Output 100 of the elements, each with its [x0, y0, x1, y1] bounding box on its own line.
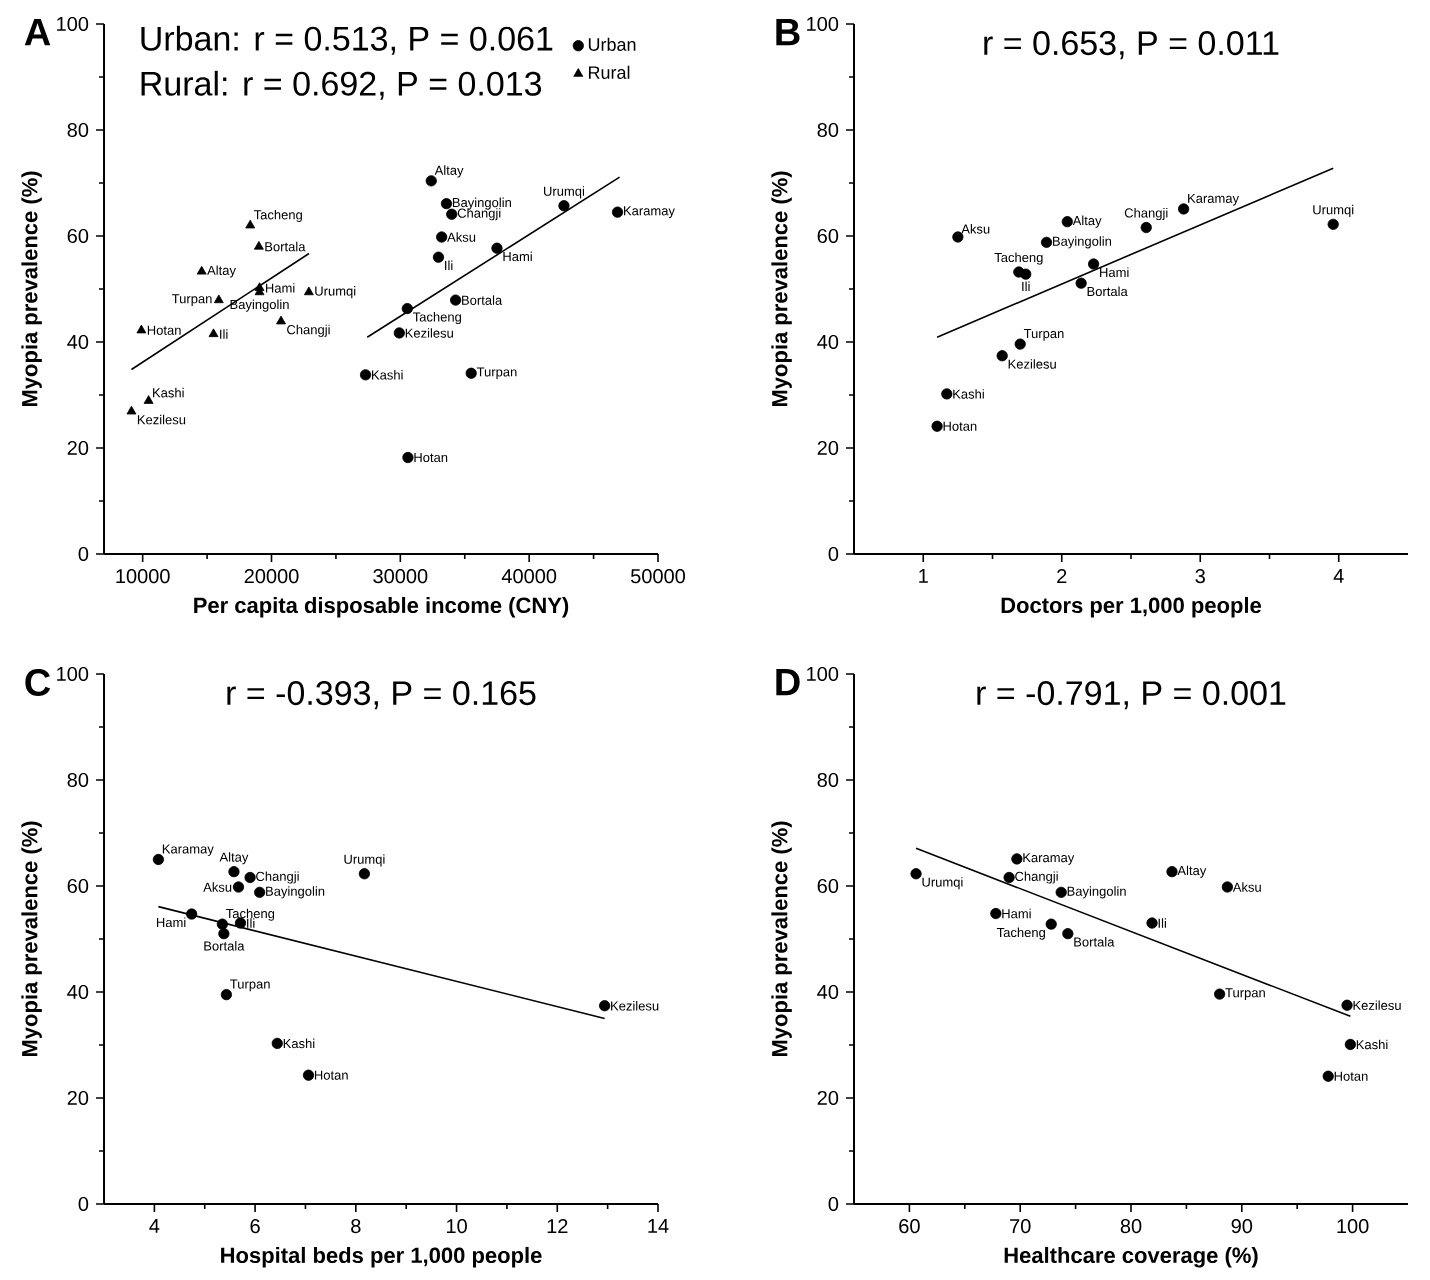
y-tick-label: 40 — [817, 334, 839, 350]
point — [1062, 928, 1074, 940]
point — [276, 315, 286, 325]
y-tick-label: 20 — [67, 1090, 89, 1106]
chart-title: D — [776, 669, 800, 696]
point — [402, 451, 414, 464]
annotation: Urban: r = 0.513, P = 0.061 — [141, 25, 553, 55]
annotation: r = -0.393, P = 0.165 — [227, 681, 536, 710]
point — [245, 219, 256, 229]
x-axis-title: Per capita disposable income (CNY) — [194, 596, 569, 618]
y-tick-label: 100 — [807, 666, 839, 682]
point — [216, 918, 228, 930]
y-tick-label: 60 — [817, 228, 839, 244]
chart-title: A — [24, 19, 51, 46]
point — [303, 286, 314, 296]
x-tick-label: 90 — [1231, 1219, 1253, 1234]
annotation: r = -0.791, P = 0.001 — [977, 681, 1286, 710]
point — [126, 405, 137, 415]
point — [253, 240, 264, 250]
point — [1166, 866, 1178, 878]
y-tick-label: 80 — [817, 772, 839, 788]
x-axis-title: Healthcare coverage (%) — [1004, 1246, 1258, 1268]
point — [228, 866, 240, 878]
x-tick-label: 10 — [446, 1219, 467, 1234]
point — [599, 1000, 611, 1012]
point — [218, 928, 230, 940]
point — [931, 420, 943, 432]
x-axis-title: Doctors per 1,000 people — [1001, 596, 1262, 618]
point — [271, 1037, 283, 1049]
y-tick-label: 0 — [78, 546, 89, 562]
y-axis-title: Myopia prevalence (%) — [21, 821, 42, 1057]
point — [359, 369, 372, 381]
point — [1221, 881, 1233, 893]
x-tick-label: 30000 — [373, 569, 428, 584]
y-axis-title: Myopia prevalence (%) — [771, 821, 792, 1057]
point — [143, 395, 154, 404]
x-tick-label: 20000 — [244, 569, 299, 584]
x-tick-label: 2 — [1057, 569, 1067, 584]
point — [1040, 236, 1053, 248]
y-tick-label: 60 — [817, 878, 839, 894]
y-tick-label: 100 — [57, 666, 89, 682]
x-tick-label: 8 — [351, 1219, 361, 1234]
point — [1341, 999, 1353, 1011]
point — [136, 324, 147, 334]
point — [186, 908, 198, 920]
point — [1061, 216, 1073, 228]
x-tick-label: 3 — [1195, 569, 1205, 584]
point — [425, 175, 437, 187]
y-tick-label: 100 — [57, 16, 89, 32]
point — [436, 231, 448, 243]
point — [1344, 1038, 1356, 1051]
x-tick-label: 1 — [919, 569, 928, 583]
point — [1140, 221, 1152, 234]
x-tick-label: 40000 — [501, 569, 557, 584]
x-tick-label: 80 — [1120, 1219, 1142, 1234]
x-tick-label: 70 — [1010, 1219, 1031, 1234]
y-tick-label: 20 — [67, 440, 89, 456]
point — [358, 868, 370, 880]
x-tick-label: 100 — [1337, 1219, 1369, 1234]
point — [208, 328, 219, 338]
point — [996, 350, 1008, 362]
point — [1088, 258, 1100, 270]
point — [1055, 886, 1067, 898]
y-axis-title: Myopia prevalence (%) — [21, 171, 42, 407]
point — [910, 868, 922, 880]
point — [611, 206, 624, 218]
point — [1075, 277, 1087, 289]
point — [990, 907, 1002, 920]
y-tick-label: 60 — [67, 228, 89, 244]
point — [432, 251, 445, 263]
point — [220, 989, 232, 1001]
point — [1045, 918, 1057, 930]
point — [1020, 268, 1032, 280]
chart-title: B — [776, 19, 800, 46]
x-tick-label: 4 — [149, 1219, 160, 1233]
point — [491, 242, 503, 254]
y-tick-label: 20 — [817, 440, 839, 456]
y-tick-label: 40 — [817, 984, 839, 1000]
point — [1011, 853, 1023, 865]
x-axis-title: Hospital beds per 1,000 people — [221, 1246, 542, 1268]
point — [450, 294, 462, 306]
point — [1014, 338, 1026, 350]
annotation: r = 0.653, P = 0.011 — [984, 31, 1279, 60]
x-tick-label: 14 — [648, 1219, 669, 1233]
y-tick-label: 20 — [817, 1090, 839, 1106]
point — [244, 871, 256, 884]
point — [232, 881, 245, 893]
x-tick-label: 6 — [250, 1219, 260, 1234]
y-tick-label: 80 — [67, 772, 89, 788]
point — [440, 198, 453, 210]
point — [401, 302, 413, 315]
x-tick-label: 60 — [899, 1219, 920, 1234]
point — [254, 886, 266, 898]
point — [1214, 988, 1226, 1000]
x-tick-label: 10000 — [116, 569, 170, 584]
y-tick-label: 100 — [807, 16, 839, 32]
y-axis-title: Myopia prevalence (%) — [771, 171, 792, 407]
y-tick-label: 0 — [828, 546, 839, 562]
y-tick-label: 80 — [67, 122, 89, 138]
y-tick-label: 60 — [67, 878, 89, 894]
